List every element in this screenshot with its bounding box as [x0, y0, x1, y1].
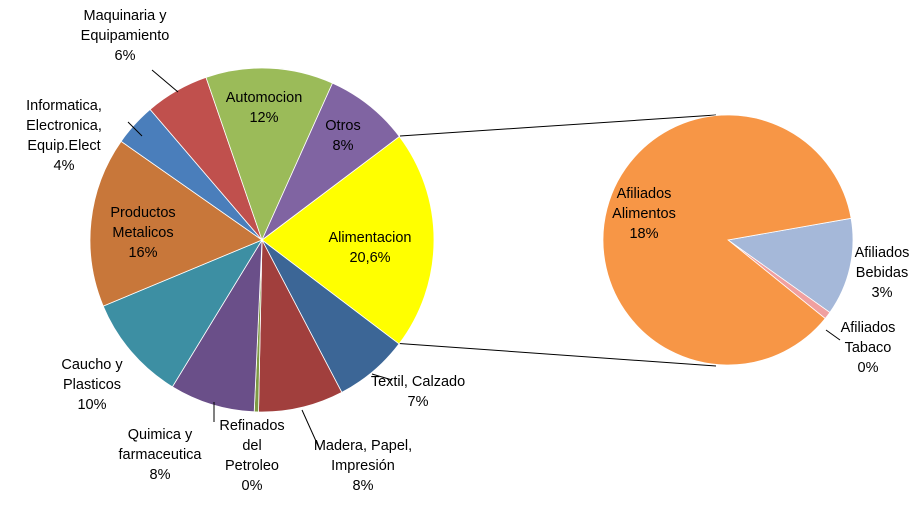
pie-slice	[205, 67, 334, 242]
category-label: Productos Metalicos	[110, 205, 176, 241]
value-label: 3%	[871, 285, 893, 301]
slice-label: Madera, Papel, Impresión 8%	[313, 436, 413, 496]
leader-line	[371, 373, 393, 381]
category-label: Informatica, Electronica, Equip.Elect	[26, 98, 102, 154]
category-label: Automocion	[225, 90, 303, 106]
category-label: Maquinaria y Equipamiento	[80, 8, 170, 44]
value-label: 8%	[332, 138, 354, 154]
slice-label: Afiliados Tabaco 0%	[833, 318, 903, 378]
value-label: 4%	[53, 158, 75, 174]
leader-line	[301, 409, 321, 451]
value-label: 0%	[857, 360, 879, 376]
value-label: 16%	[128, 245, 158, 261]
category-label: Otros	[325, 118, 361, 134]
slice-label: Maquinaria y Equipamiento 6%	[60, 6, 190, 66]
value-label: 12%	[249, 110, 279, 126]
category-label: Afiliados Bebidas	[854, 245, 910, 281]
leader-line	[127, 121, 143, 137]
connector	[391, 342, 717, 367]
slice-label: Caucho y Plasticos 10%	[52, 355, 132, 415]
pie-slice	[89, 140, 263, 307]
category-label: Afiliados Alimentos	[612, 186, 676, 222]
slice-label: Refinados del Petroleo 0%	[216, 416, 288, 496]
category-label: Afiliados Tabaco	[840, 320, 896, 356]
category-label: Textil, Calzado	[370, 374, 466, 390]
pie-slice	[602, 114, 852, 366]
category-label: Refinados del Petroleo	[219, 418, 285, 474]
value-label: 10%	[77, 397, 107, 413]
slice-label: Automocion 12%	[209, 88, 319, 128]
slice-label: Textil, Calzado 7%	[353, 372, 483, 412]
pie-slice	[261, 135, 435, 345]
value-label: 20,6%	[349, 250, 391, 266]
slice-label: Afiliados Alimentos 18%	[604, 184, 684, 244]
leader-line	[825, 329, 841, 341]
value-label: 8%	[352, 478, 374, 494]
pie-slice	[726, 217, 854, 314]
value-label: 0%	[241, 478, 263, 494]
connector	[399, 114, 717, 137]
slice-label: Alimentacion 20,6%	[310, 228, 430, 268]
value-label: 8%	[149, 467, 171, 483]
value-label: 18%	[629, 226, 659, 242]
category-label: Caucho y Plasticos	[61, 357, 123, 393]
category-label: Madera, Papel, Impresión	[313, 438, 413, 474]
slice-label: Afiliados Bebidas 3%	[847, 243, 917, 303]
slice-label: Productos Metalicos 16%	[98, 203, 188, 263]
leader-line	[151, 69, 179, 93]
category-label: Quimica y farmaceutica	[118, 427, 202, 463]
value-label: 6%	[114, 48, 136, 64]
slice-label: Otros 8%	[313, 116, 373, 156]
pie-slice	[261, 82, 400, 241]
value-label: 7%	[407, 394, 429, 410]
category-label: Alimentacion	[328, 230, 412, 246]
slice-label: Informatica, Electronica, Equip.Elect 4%	[14, 96, 114, 176]
pie-slice	[102, 239, 263, 388]
slice-label: Quimica y farmaceutica 8%	[110, 425, 210, 485]
